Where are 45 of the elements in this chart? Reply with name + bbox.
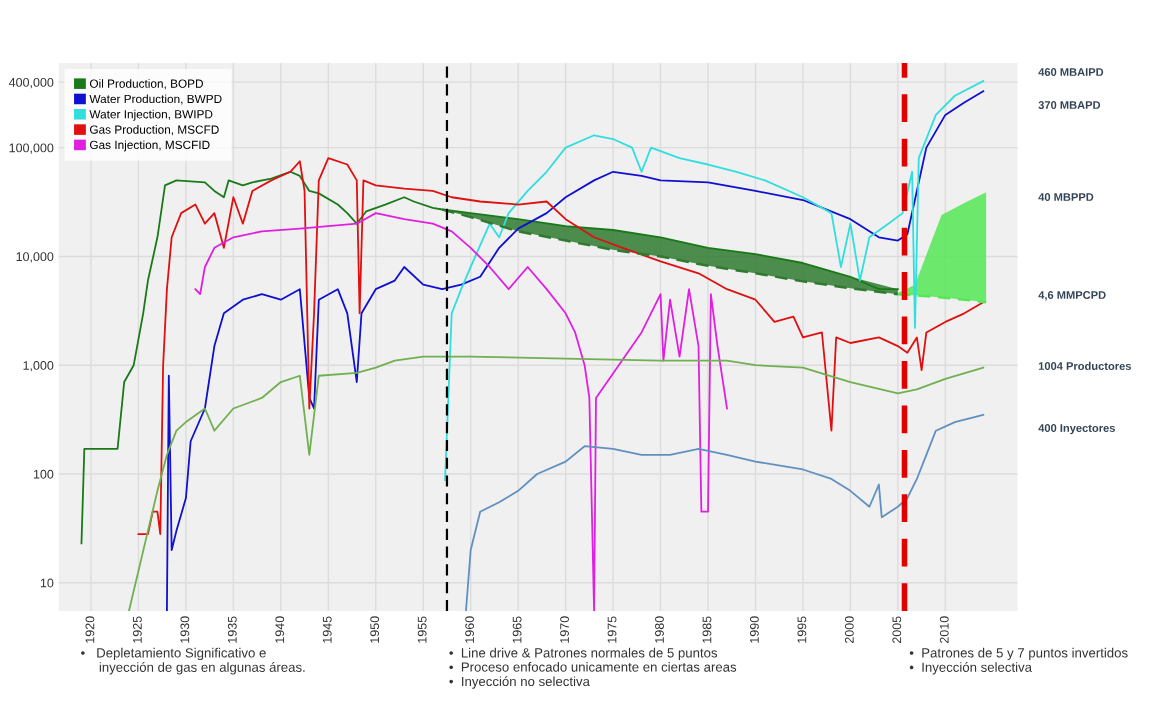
line-series [465,413,985,611]
text: 1004 Productores [1038,361,1131,370]
legend-label: Water Production, BWPD [89,94,222,105]
y-tick-label: 10,000 [16,252,54,263]
x-tick-label: 1925 [132,616,142,643]
x-tick-label: 1930 [180,616,190,643]
text: 40 MBPPD [1038,193,1094,201]
x-tick-label: 1945 [322,616,332,643]
line-series [80,170,899,545]
x-tick-label: 2000 [844,616,854,644]
line-series [137,157,985,536]
x-tick-label: 1965 [512,616,522,643]
y-tick-label: 400,000 [8,77,54,89]
text: • Line drive & Patrones normales de 5 puntos • Proceso enfocado unicamente en ciertas areas • Inyección no selectiva [449,647,737,689]
y-tick-label: 10 [40,578,54,588]
x-tick-label: 1970 [560,616,569,643]
line-series [444,80,985,481]
legend-label: Water Injection, BWIPD [89,109,213,121]
x-tick-label: 1975 [607,616,617,643]
text: • Depletamiento Significativo e inyección de gas en algunas áreas. [81,647,305,675]
x-tick-label: 1940 [275,616,285,643]
text: 4,6 MMPCPD [1038,291,1106,301]
text: 400 Inyectores [1038,424,1115,435]
x-tick-label: 1980 [655,616,664,643]
x-tick-label: 1990 [749,616,759,643]
text: • Patrones de 5 y 7 puntos invertidos • Inyección selectiva [909,647,1128,675]
text: 460 MBAIPD [1038,68,1104,76]
x-tick-label: 1960 [465,616,475,643]
x-tick-label: 1950 [370,616,380,643]
text: 370 MBAPD [1038,101,1101,109]
x-tick-label: 2010 [939,616,949,644]
legend-label: Oil Production, BOPD [89,79,203,90]
line-series [128,355,985,611]
x-tick-label: 1985 [702,616,712,643]
y-tick-label: 100 [33,469,54,479]
line-series [194,212,728,611]
x-tick-label: 1995 [797,616,807,643]
x-tick-label: 1935 [227,616,237,643]
y-tick-label: 100,000 [9,143,54,154]
x-tick-label: 2005 [892,616,902,644]
x-tick-label: 1920 [85,616,95,643]
legend-label: Gas Production, MSCFD [89,125,219,136]
y-tick-label: 1,000 [23,361,54,372]
legend-label: Gas Injection, MSCFID [89,140,210,152]
x-tick-label: 1955 [417,616,427,643]
